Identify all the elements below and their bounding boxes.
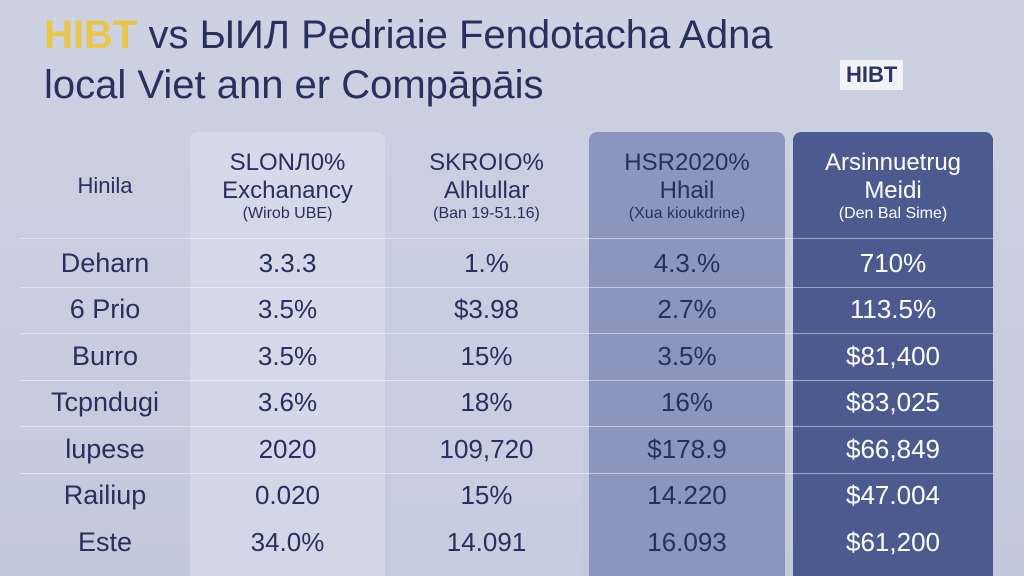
row-label: Railiup bbox=[63, 480, 147, 511]
row-label: Burro bbox=[71, 340, 139, 371]
header-note: (Ban 19-51.16) bbox=[433, 205, 540, 222]
cell-value: 3.6% bbox=[257, 387, 318, 418]
cell-value: $178.9 bbox=[647, 433, 727, 464]
cell-value: 18% bbox=[460, 387, 513, 418]
column-panel bbox=[190, 132, 385, 576]
title: HIBT vs ЫИЛ Pedriaie Fendotacha Adna bbox=[44, 12, 773, 58]
column-header: SKROIO% Alhlullar (Ban 19-51.16) bbox=[390, 135, 583, 237]
cell-value: 3.3.3 bbox=[258, 247, 317, 278]
column-panel bbox=[793, 132, 993, 576]
cell-value: 1.% bbox=[464, 247, 509, 278]
row-label: lupese bbox=[65, 433, 145, 464]
column-header: Arsinnuetrug Meidi (Den Bal Sime) bbox=[793, 135, 993, 237]
row-label: Este bbox=[77, 526, 133, 557]
row-separator bbox=[20, 426, 993, 427]
header-code: Arsinnuetrug bbox=[824, 149, 962, 176]
cell-value: 3.5% bbox=[257, 340, 318, 371]
cell-value: $83,025 bbox=[846, 387, 940, 418]
corner-label: Hinila bbox=[77, 173, 133, 198]
header-name: Exchanancy bbox=[222, 177, 353, 204]
cell-value: 14.220 bbox=[647, 480, 727, 511]
column-panel bbox=[390, 132, 583, 576]
cell-value: 3.5% bbox=[257, 294, 318, 325]
cell-value: $81,400 bbox=[846, 340, 940, 371]
header-name: Hhail bbox=[659, 177, 715, 204]
row-separator bbox=[20, 238, 993, 239]
cell-value: 109,720 bbox=[439, 433, 534, 464]
row-label: 6 Prio bbox=[69, 294, 141, 325]
column-panel bbox=[589, 132, 785, 576]
subtitle: local Viet ann er Compāpāis bbox=[44, 63, 544, 107]
cell-value: 16% bbox=[660, 387, 714, 418]
cell-value: 4.3.% bbox=[653, 247, 721, 278]
row-separator bbox=[20, 286, 993, 288]
cell-value: 15% bbox=[460, 480, 513, 511]
cell-value: 3.5% bbox=[657, 340, 717, 371]
header-note: (Den Bal Sime) bbox=[838, 205, 948, 222]
title-highlight: HIBT bbox=[44, 13, 138, 57]
row-separator bbox=[20, 379, 993, 381]
cell-value: 0.020 bbox=[254, 480, 321, 511]
header-code: HSR2020% bbox=[624, 149, 750, 176]
row-separator bbox=[20, 333, 993, 334]
cell-value: 14.091 bbox=[446, 526, 527, 557]
cell-value: 2.7% bbox=[657, 294, 717, 325]
cell-value: 16.093 bbox=[647, 526, 727, 557]
row-label: Deharn bbox=[60, 247, 150, 278]
column-header: HSR2020% Hhail (Xua kioukdrine) bbox=[589, 135, 785, 237]
header-name: Meidi bbox=[864, 177, 922, 204]
row-separator bbox=[20, 472, 993, 474]
cell-value: $66,849 bbox=[846, 433, 940, 464]
cell-value: $3.98 bbox=[453, 294, 520, 325]
cell-value: 2020 bbox=[258, 433, 317, 464]
column-header: SLONЛ0% Exchanancy (Wirob UBE) bbox=[190, 135, 385, 237]
row-label: Tcpndugi bbox=[50, 387, 160, 418]
logo: HIBT bbox=[840, 60, 904, 90]
cell-value: 15% bbox=[460, 340, 513, 371]
cell-value: $61,200 bbox=[846, 526, 940, 557]
header-code: SKROIO% bbox=[429, 149, 544, 176]
cell-value: 710% bbox=[859, 247, 927, 278]
cell-value: 113.5% bbox=[849, 294, 937, 325]
title-text: vs ЫИЛ Pedriaie Fendotacha Adna bbox=[148, 13, 773, 57]
cell-value: $47.004 bbox=[846, 480, 940, 511]
header-note: (Wirob UBE) bbox=[242, 205, 333, 222]
header-note: (Xua kioukdrine) bbox=[628, 205, 746, 222]
header-name: Alhlullar bbox=[443, 177, 530, 204]
header-code: SLONЛ0% bbox=[229, 149, 346, 176]
cell-value: 34.0% bbox=[250, 526, 325, 557]
